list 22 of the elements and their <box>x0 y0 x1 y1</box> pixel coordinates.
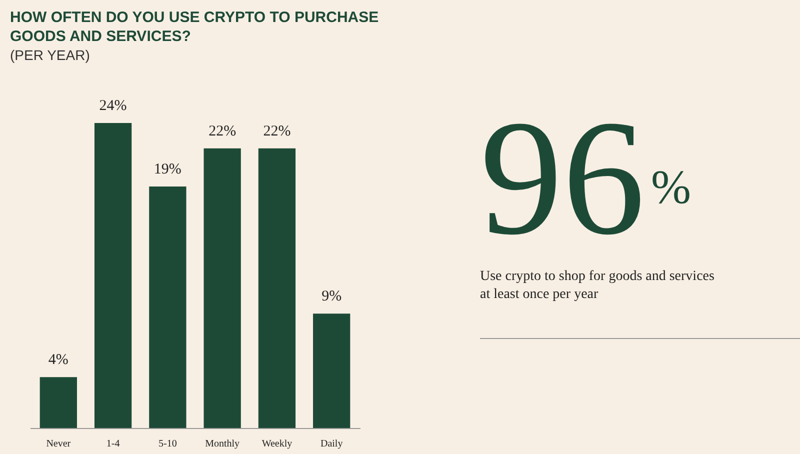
text: 96$^{%}$ <box>480 86 691 269</box>
x-tick-label: 5-10 <box>158 438 177 450</box>
text: Use crypto to shop for goods and services at least once per year <box>480 268 715 304</box>
data-label: 4% <box>48 352 68 368</box>
data-label: 19% <box>154 162 182 178</box>
bar <box>40 377 77 428</box>
x-tick-label: Monthly <box>205 438 240 450</box>
x-tick-label: 1-4 <box>106 438 120 450</box>
chart-subtitle: (PER YEAR) <box>10 47 90 63</box>
data-label: 22% <box>263 123 291 140</box>
x-tick-label: Daily <box>320 438 343 450</box>
data-label: 22% <box>208 123 236 140</box>
x-tick-label: Weekly <box>262 438 292 450</box>
bar <box>204 148 241 428</box>
chart-title: HOW OFTEN DO YOU USE CRYPTO TO PURCHASE GOODS AND SERVICES? <box>10 8 380 46</box>
bar <box>149 186 186 428</box>
x-tick-label: Never <box>46 438 72 450</box>
bar <box>258 148 296 428</box>
data-label: 9% <box>322 288 342 305</box>
bar <box>94 123 132 428</box>
bar <box>313 314 350 428</box>
data-label: 24% <box>99 98 127 114</box>
